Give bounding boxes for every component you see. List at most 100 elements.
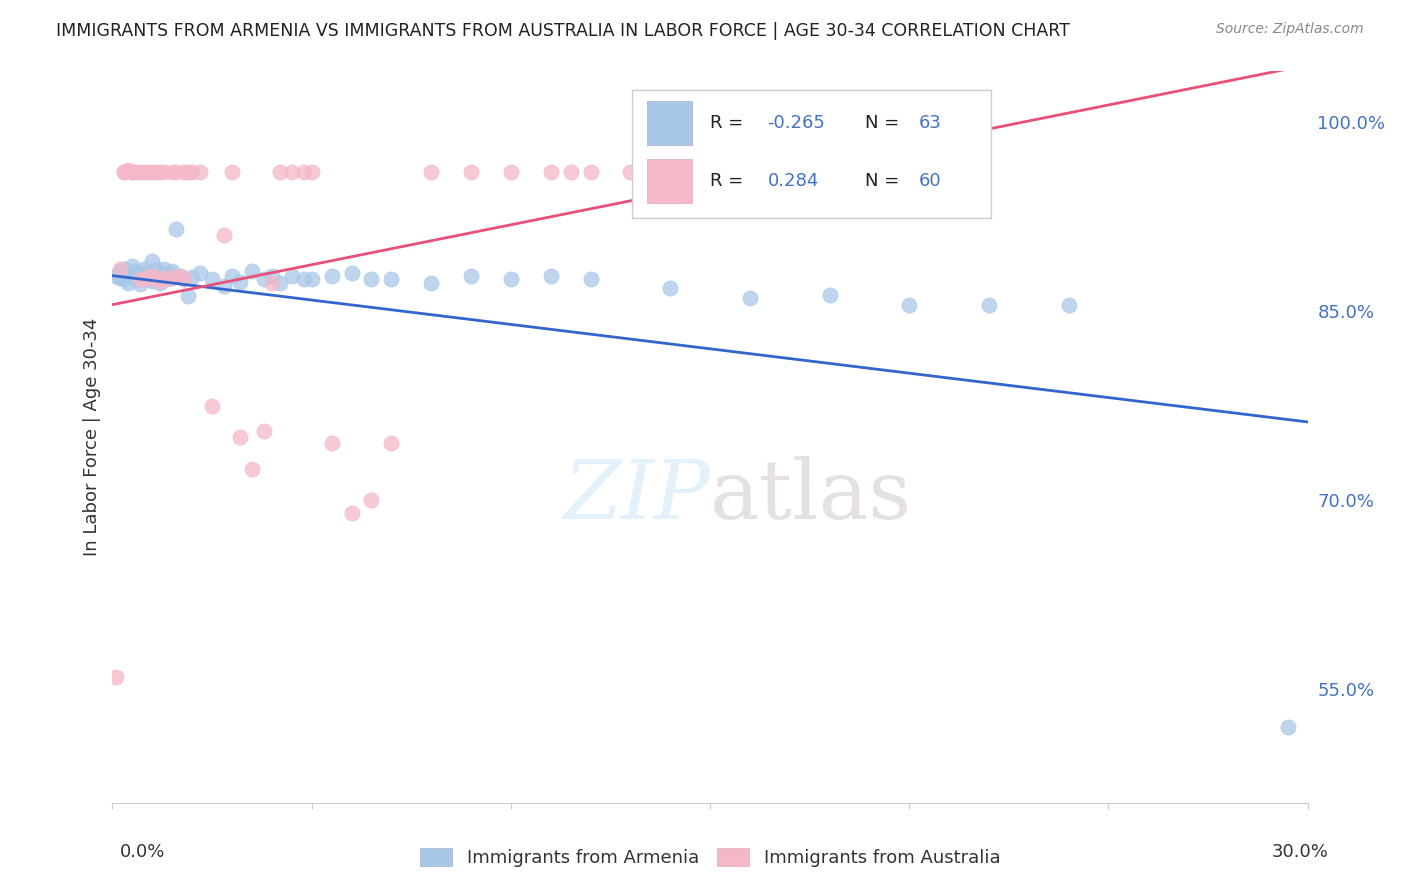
Point (162, 263, 183, 277)
Point (240, 461, 263, 475)
Point (153, 271, 176, 285)
Point (253, 272, 276, 286)
Point (114, 272, 135, 286)
Point (201, 399, 224, 413)
Point (269, 277, 291, 291)
Point (212, 228, 235, 243)
Point (253, 424, 276, 438)
Point (229, 430, 252, 444)
Point (114, 165, 135, 179)
Text: R =: R = (710, 172, 755, 190)
Text: 60: 60 (920, 172, 942, 190)
Point (121, 266, 143, 280)
Point (145, 269, 167, 284)
Point (125, 263, 148, 277)
Point (221, 165, 243, 179)
Point (1277, 720, 1299, 734)
Point (499, 165, 522, 179)
Point (659, 165, 682, 179)
Point (153, 165, 176, 179)
Text: 0.284: 0.284 (768, 172, 818, 190)
Point (141, 274, 163, 288)
Point (165, 165, 187, 179)
Point (499, 272, 522, 286)
Point (779, 165, 801, 179)
Point (301, 272, 323, 286)
Point (145, 165, 167, 179)
Point (738, 291, 761, 305)
Point (292, 165, 315, 179)
Point (157, 266, 180, 280)
Point (177, 165, 200, 179)
Point (188, 266, 211, 280)
Point (153, 262, 176, 277)
Point (212, 278, 235, 293)
Point (292, 272, 315, 286)
Text: atlas: atlas (710, 456, 912, 535)
Point (340, 506, 363, 520)
Point (125, 165, 148, 179)
Point (149, 274, 172, 288)
Bar (647, 159, 692, 203)
Point (173, 165, 195, 179)
Point (301, 165, 323, 179)
Point (738, 165, 761, 179)
Point (162, 271, 183, 285)
Point (149, 266, 172, 280)
Point (201, 272, 224, 286)
Point (540, 268, 562, 283)
Point (281, 268, 304, 283)
Legend: Immigrants from Armenia, Immigrants from Australia: Immigrants from Armenia, Immigrants from… (412, 840, 1008, 874)
Point (141, 268, 163, 283)
Point (420, 165, 443, 179)
Point (165, 222, 187, 236)
Point (110, 263, 132, 277)
Point (134, 165, 156, 179)
Point (1057, 298, 1080, 312)
Point (340, 266, 363, 280)
Text: 63: 63 (920, 113, 942, 131)
Point (321, 268, 343, 283)
Text: 30.0%: 30.0% (1272, 843, 1329, 861)
Point (360, 493, 382, 508)
Point (110, 262, 132, 277)
Point (260, 268, 283, 283)
Point (380, 436, 402, 450)
Point (799, 165, 821, 179)
Point (117, 268, 139, 282)
Point (269, 165, 291, 179)
Point (162, 165, 183, 179)
Point (134, 262, 156, 277)
Point (134, 269, 156, 284)
Point (149, 165, 172, 179)
Point (114, 262, 135, 277)
Point (129, 268, 152, 283)
FancyBboxPatch shape (633, 89, 991, 218)
Point (181, 165, 204, 179)
Point (173, 272, 195, 286)
Point (560, 165, 582, 179)
Text: -0.265: -0.265 (768, 113, 825, 131)
Text: R =: R = (710, 113, 749, 131)
Point (579, 165, 602, 179)
Point (221, 268, 243, 283)
Text: Source: ZipAtlas.com: Source: ZipAtlas.com (1216, 22, 1364, 37)
Point (173, 272, 195, 286)
Point (177, 289, 200, 303)
Point (121, 165, 143, 179)
Point (138, 269, 160, 284)
Point (138, 271, 160, 285)
Point (129, 277, 152, 292)
Point (129, 272, 152, 286)
Point (619, 165, 641, 179)
Point (579, 272, 602, 286)
Point (145, 272, 167, 286)
Point (153, 269, 176, 284)
Point (420, 277, 443, 291)
Point (105, 268, 128, 283)
Point (977, 298, 1000, 312)
Point (162, 269, 183, 284)
Point (149, 277, 172, 291)
Text: ZIP: ZIP (564, 456, 710, 535)
Point (121, 259, 143, 273)
